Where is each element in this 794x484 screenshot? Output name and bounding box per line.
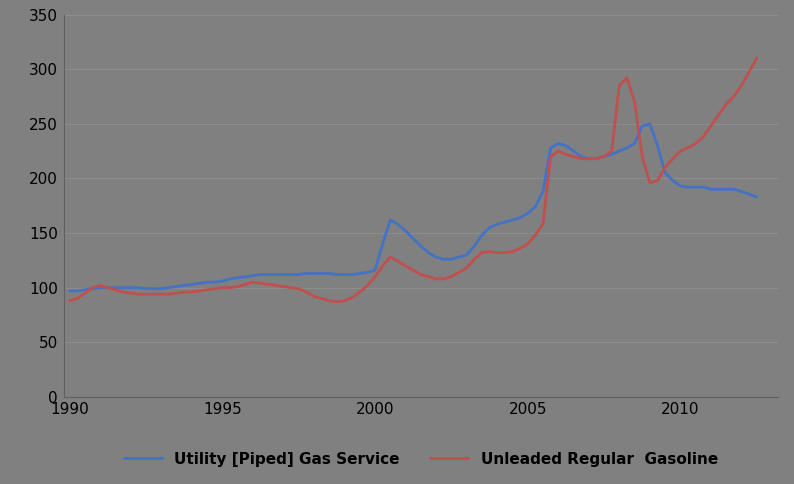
Line: Utility [Piped] Gas Service: Utility [Piped] Gas Service xyxy=(70,124,757,291)
Unleaded Regular  Gasoline xyxy=(638,153,647,159)
Utility [Piped] Gas Service xyxy=(752,194,761,200)
Unleaded Regular  Gasoline xyxy=(271,283,280,288)
Line: Unleaded Regular  Gasoline: Unleaded Regular Gasoline xyxy=(70,58,757,302)
Utility [Piped] Gas Service xyxy=(538,189,548,195)
Legend: Utility [Piped] Gas Service, Unleaded Regular  Gasoline: Utility [Piped] Gas Service, Unleaded Re… xyxy=(118,446,724,473)
Utility [Piped] Gas Service xyxy=(271,272,280,277)
Unleaded Regular  Gasoline xyxy=(332,299,341,305)
Unleaded Regular  Gasoline xyxy=(156,291,166,297)
Utility [Piped] Gas Service xyxy=(65,288,75,294)
Utility [Piped] Gas Service xyxy=(722,186,731,192)
Unleaded Regular  Gasoline xyxy=(752,55,761,61)
Utility [Piped] Gas Service xyxy=(645,121,654,127)
Unleaded Regular  Gasoline xyxy=(722,101,731,107)
Utility [Piped] Gas Service xyxy=(653,143,662,149)
Utility [Piped] Gas Service xyxy=(630,140,639,146)
Unleaded Regular  Gasoline xyxy=(545,153,555,159)
Utility [Piped] Gas Service xyxy=(156,286,166,292)
Unleaded Regular  Gasoline xyxy=(653,178,662,183)
Unleaded Regular  Gasoline xyxy=(65,298,75,303)
